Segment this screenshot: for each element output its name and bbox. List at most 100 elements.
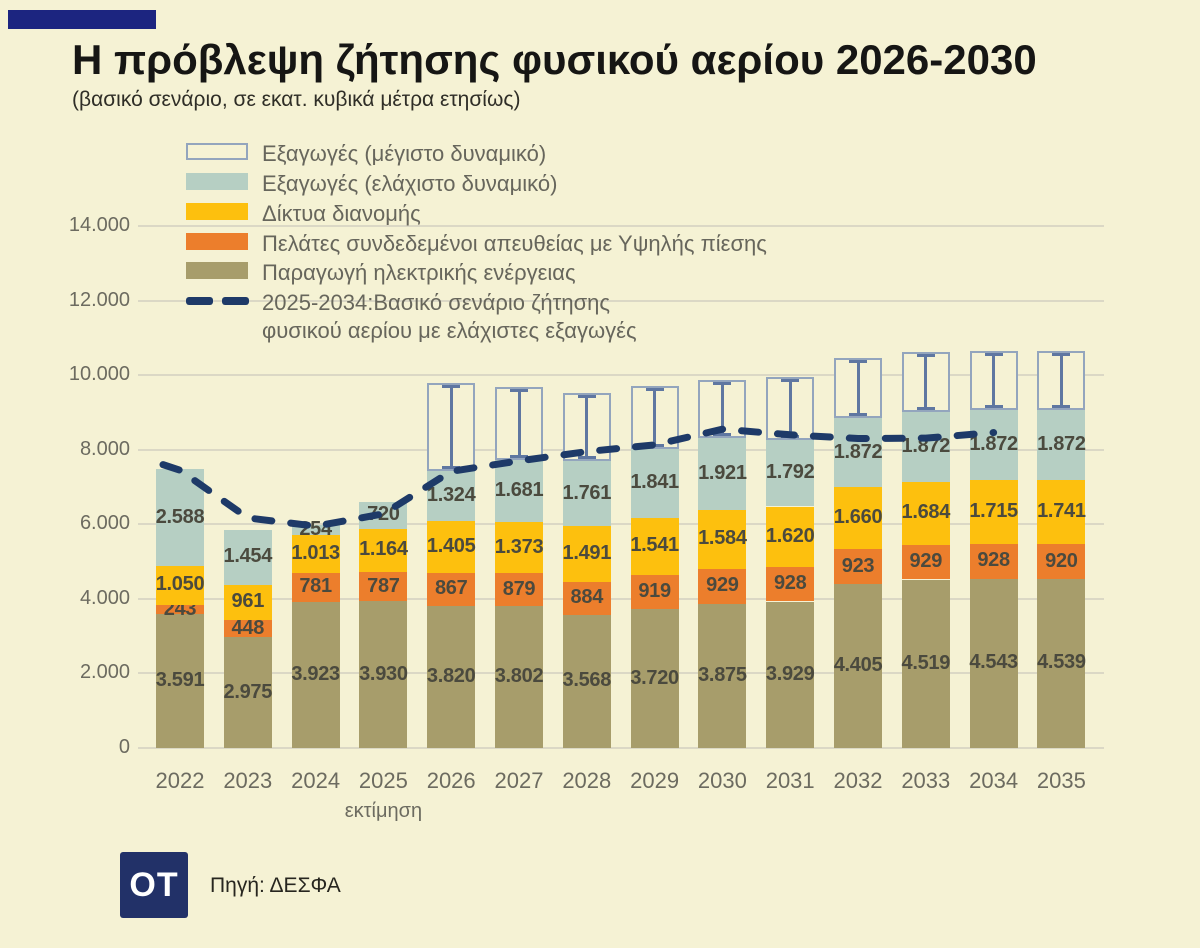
- gridline-10000: [138, 374, 1104, 377]
- bar-2024-segment-hp_customers: [291, 572, 340, 602]
- legend-label-0: Εξαγωγές (μέγιστο δυναμικό): [262, 141, 547, 166]
- bar-2034-whisker-cap-bottom: [984, 405, 1003, 409]
- legend-swatch-outline: [186, 143, 248, 160]
- source-label: Πηγή: ΔΕΣΦΑ: [210, 874, 341, 897]
- gridline-4000: [138, 597, 1104, 600]
- bar-2035-label-distribution: 1.741: [1037, 500, 1086, 522]
- y-tick-8000: 8.000: [79, 437, 130, 460]
- bar-2028-segment-power: [562, 614, 611, 748]
- bar-2032-segment-hp_customers: [834, 549, 882, 584]
- bar-2026-whisker-cap-bottom: [442, 466, 461, 470]
- bar-2033-label-distribution: 1.684: [901, 501, 951, 524]
- legend-label-5-line2: φυσικού αερίου με ελάχιστες εξαγωγές: [262, 318, 637, 343]
- bar-2026-max-exports-whisker: [449, 384, 453, 470]
- brand-accent-bar: [8, 10, 156, 29]
- bar-2028-whisker-cap-bottom: [577, 455, 596, 459]
- legend-swatch-hp_customers: [186, 233, 248, 250]
- page-subtitle: (βασικό σενάριο, σε εκατ. κυβικά μέτρα ε…: [72, 88, 521, 111]
- bar-2034-whisker-cap-top: [984, 352, 1003, 356]
- x-label-2024: 2024: [291, 768, 341, 793]
- bar-2022-label-power: 3.591: [155, 669, 205, 692]
- bar-2025-segment-power: [359, 601, 408, 748]
- bar-2024-segment-power: [291, 601, 340, 748]
- bar-2030-segment-hp_customers: [698, 568, 747, 604]
- x-note-estimate: εκτίμηση: [344, 800, 423, 822]
- bar-2023-label-hp_customers: 448: [231, 616, 265, 639]
- bar-2035-whisker-cap-bottom: [1052, 404, 1071, 408]
- bar-2035-label-hp_customers: 920: [1045, 549, 1078, 572]
- gridline-2000: [138, 672, 1104, 675]
- bar-2027-label-power: 3.802: [494, 665, 544, 688]
- bar-2030-label-distribution: 1.584: [698, 527, 747, 550]
- bar-2033-label-hp_customers: 929: [909, 550, 943, 573]
- bar-2031-whisker-cap-bottom: [781, 434, 800, 438]
- bar-2035-segment-distribution: [1037, 479, 1086, 545]
- bar-2025-segment-distribution: [359, 528, 408, 573]
- x-label-2034: 2034: [969, 768, 1019, 793]
- bar-2033-max-exports-whisker: [924, 354, 928, 411]
- bar-2032-segment-power: [834, 583, 882, 748]
- bar-2033-label-power: 4.519: [901, 651, 951, 674]
- bar-2024-label-power: 3.923: [291, 662, 340, 685]
- bar-2024-label-distribution: 1.013: [291, 541, 340, 564]
- bar-2034-segment-hp_customers: [969, 544, 1018, 579]
- bar-2024-segment-distribution: [291, 534, 340, 573]
- bar-2023-segment-distribution: [223, 584, 272, 621]
- x-label-2028: 2028: [562, 768, 612, 793]
- bar-2029-label-hp_customers: 919: [638, 580, 671, 603]
- bar-2033-whisker-cap-top: [916, 354, 935, 358]
- y-tick-12000: 12.000: [68, 288, 130, 311]
- bar-2029-label-distribution: 1.541: [630, 534, 679, 557]
- bar-2032-max-exports-whisker: [856, 360, 860, 416]
- bar-2023-segment-exports_min: [223, 530, 272, 585]
- gridline-12000: [138, 299, 1104, 302]
- bar-2034-segment-power: [969, 578, 1018, 748]
- bar-2030-whisker-cap-bottom: [713, 433, 732, 437]
- x-label-2027: 2027: [494, 768, 544, 793]
- bar-2026-label-hp_customers: 867: [434, 577, 468, 600]
- legend-label-3: Πελάτες συνδεδεμένοι απευθείας με Υψηλής…: [262, 231, 767, 256]
- bar-2033-segment-power: [901, 579, 950, 748]
- bar-2023-label-power: 2.975: [223, 680, 273, 703]
- legend-swatch-exports_min: [186, 173, 248, 190]
- bar-2030-segment-power: [698, 603, 747, 748]
- bar-2028-segment-hp_customers: [562, 582, 611, 615]
- legend-swatch-power: [186, 262, 248, 279]
- bar-2027-segment-distribution: [495, 522, 543, 574]
- bar-2034-label-exports_min: 1.872: [969, 433, 1018, 456]
- bar-2026-whisker-cap-top: [442, 384, 461, 388]
- bar-2029-label-exports_min: 1.841: [630, 471, 679, 494]
- bar-2030-whisker-cap-top: [713, 382, 732, 386]
- bar-2035-segment-hp_customers: [1037, 544, 1086, 579]
- bar-2022-segment-hp_customers: [156, 605, 204, 615]
- y-tick-10000: 10.000: [68, 363, 130, 386]
- bar-2022-label-exports_min: 2.588: [155, 505, 205, 528]
- bar-2031-max-exports-whisker: [788, 379, 792, 438]
- x-label-2030: 2030: [697, 768, 747, 793]
- bar-2023-segment-hp_customers: [223, 620, 272, 638]
- bar-2033-segment-hp_customers: [901, 544, 950, 580]
- y-tick-6000: 6.000: [79, 512, 130, 535]
- bar-2025-label-power: 3.930: [359, 662, 408, 685]
- bar-2027-label-hp_customers: 879: [502, 577, 536, 600]
- legend-label-5: 2025-2034:Βασικό σενάριο ζήτησης: [262, 290, 610, 315]
- bar-2027-segment-power: [495, 606, 543, 748]
- bar-2032-whisker-cap-bottom: [849, 412, 867, 416]
- page-title: Η πρόβλεψη ζήτησης φυσικού αερίου 2026-2…: [72, 36, 1037, 83]
- bar-2032-label-exports_min: 1.872: [833, 440, 883, 463]
- bar-2023-label-distribution: 961: [231, 590, 265, 613]
- bar-2034-label-hp_customers: 928: [977, 549, 1010, 572]
- bar-2022-label-distribution: 1.050: [155, 573, 205, 596]
- bar-2029-whisker-cap-bottom: [645, 443, 664, 447]
- ot-logo: OT: [120, 852, 188, 918]
- bar-2025-label-hp_customers: 787: [367, 574, 400, 597]
- bar-2031-label-distribution: 1.620: [765, 524, 815, 547]
- bar-2034-label-power: 4.543: [969, 651, 1018, 674]
- bar-2028-segment-distribution: [562, 526, 611, 582]
- bar-2029-segment-power: [630, 609, 679, 748]
- bar-2028-whisker-cap-top: [577, 395, 596, 399]
- bar-2032-label-power: 4.405: [833, 653, 883, 676]
- bar-2022-segment-distribution: [156, 565, 204, 606]
- bar-2026-segment-hp_customers: [427, 573, 476, 606]
